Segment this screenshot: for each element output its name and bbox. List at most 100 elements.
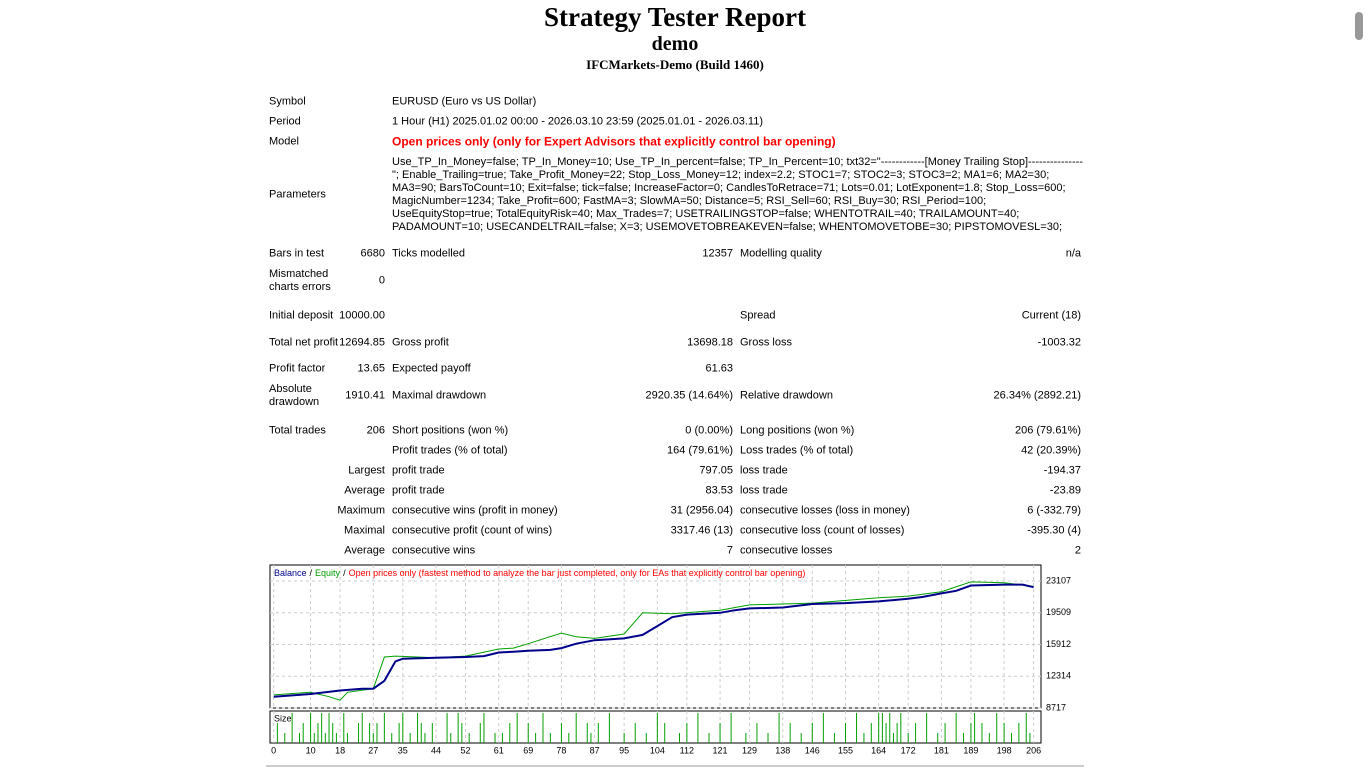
result-label: Mismatched charts errors [269, 268, 331, 293]
result-label: Initial deposit [269, 309, 334, 322]
report-title: Strategy Tester Report [544, 2, 806, 32]
result-value: 12357 [702, 247, 733, 260]
x-tick-label: 172 [901, 745, 916, 755]
graph-legend: Balance / Equity / Open prices only (fastest… [274, 568, 805, 578]
setting-label: Model [269, 135, 299, 148]
setting-value: Open prices only (only for Expert Adviso… [392, 134, 836, 149]
x-tick-label: 0 [271, 745, 276, 755]
legend-separator: / [343, 568, 346, 578]
x-tick-label: 206 [1026, 745, 1041, 755]
x-tick-label: 10 [306, 745, 316, 755]
x-tick-label: 27 [368, 745, 378, 755]
result-value: 12694.85 [339, 336, 385, 349]
result-value: Average [344, 544, 385, 557]
result-value: 0 (0.00%) [685, 424, 733, 437]
result-value: -194.37 [1043, 464, 1081, 477]
result-label: Total net profit [269, 336, 339, 349]
size-label: Size [274, 713, 292, 723]
setting-label: Period [269, 115, 301, 128]
result-value: 206 (79.61%) [1014, 424, 1081, 437]
result-label: loss trade [740, 484, 788, 497]
x-tick-label: 87 [590, 745, 600, 755]
result-value: 7 [726, 544, 733, 557]
x-tick-label: 18 [335, 745, 345, 755]
x-tick-label: 52 [461, 745, 471, 755]
x-tick-label: 95 [619, 745, 629, 755]
result-label: Spread [740, 309, 776, 322]
x-tick-label: 164 [871, 745, 886, 755]
result-label: Bars in test [269, 247, 325, 260]
equity-line [273, 581, 1034, 701]
account-name: demo [651, 33, 699, 55]
result-value: 13698.18 [687, 336, 733, 349]
setting-label: Parameters [269, 188, 326, 201]
result-value: 0 [378, 274, 385, 287]
y-tick-label: 15912 [1046, 639, 1071, 649]
result-label: consecutive wins (profit in money) [392, 504, 558, 517]
result-label: Profit factor [269, 362, 326, 375]
result-label: Relative drawdown [740, 389, 833, 402]
result-label: Profit trades (% of total) [392, 444, 508, 457]
setting-value: 1 Hour (H1) 2025.01.02 00:00 - 2026.03.1… [392, 115, 764, 128]
result-value: -1003.32 [1037, 336, 1081, 349]
result-value: Average [344, 484, 385, 497]
x-tick-label: 69 [523, 745, 533, 755]
result-value: Largest [348, 464, 385, 477]
result-label: profit trade [392, 464, 445, 477]
y-tick-label: 8717 [1046, 702, 1066, 712]
server-name: IFCMarkets-Demo (Build 1460) [586, 57, 764, 72]
result-value: 26.34% (2892.21) [993, 389, 1081, 402]
x-tick-label: 181 [934, 745, 949, 755]
result-label: consecutive wins [392, 544, 476, 557]
result-value: 2920.35 (14.64%) [645, 389, 733, 402]
result-value: 3317.46 (13) [670, 524, 733, 537]
x-tick-label: 129 [742, 745, 757, 755]
x-tick-label: 198 [997, 745, 1012, 755]
y-tick-label: 19509 [1046, 607, 1071, 617]
result-label: consecutive profit (count of wins) [392, 524, 553, 537]
result-value: 31 (2956.04) [670, 504, 733, 517]
legend: Balance / Equity / Open prices only (fastest… [274, 568, 805, 578]
x-tick-label: 35 [398, 745, 408, 755]
result-value: 797.05 [699, 464, 733, 477]
setting-label: Symbol [269, 95, 306, 108]
result-value: 6 (-332.79) [1027, 504, 1081, 517]
scrollbar-thumb [1355, 12, 1363, 40]
result-label: loss trade [740, 464, 788, 477]
result-value: 83.53 [705, 484, 733, 497]
result-value: 206 [366, 424, 385, 437]
result-value: -23.89 [1049, 484, 1081, 497]
y-tick-label: 12314 [1046, 671, 1071, 681]
result-value: Maximum [337, 504, 385, 517]
result-value: 61.63 [705, 362, 733, 375]
result-label: Ticks modelled [392, 247, 465, 260]
result-value: -395.30 (4) [1027, 524, 1081, 537]
result-value: 2 [1074, 544, 1081, 557]
setting-value: EURUSD (Euro vs US Dollar) [392, 95, 537, 108]
result-value: n/a [1065, 247, 1081, 260]
legend-balance: Balance [274, 568, 307, 578]
legend-separator: / [310, 568, 313, 578]
result-value: 1910.41 [345, 389, 385, 402]
result-label: Loss trades (% of total) [740, 444, 854, 457]
result-value: 6680 [360, 247, 385, 260]
x-tick-label: 121 [713, 745, 728, 755]
y-tick-label: 23107 [1046, 575, 1071, 585]
result-label: consecutive losses (loss in money) [740, 504, 910, 517]
x-tick-label: 61 [494, 745, 504, 755]
balance-line [273, 583, 1034, 698]
size-frame [269, 710, 1042, 744]
result-value: 10000.00 [339, 309, 385, 322]
parameters-text: Use_TP_In_Money=false; TP_In_Money=10; U… [392, 156, 1083, 233]
x-tick-label: 189 [963, 745, 978, 755]
x-tick-label: 146 [805, 745, 820, 755]
legend-equity: Equity [315, 568, 341, 578]
x-tick-label: 44 [431, 745, 441, 755]
result-label: Gross loss [740, 336, 792, 349]
result-value: Current (18) [1021, 309, 1081, 322]
result-label: profit trade [392, 484, 445, 497]
result-value: Maximal [344, 524, 385, 537]
result-label: Gross profit [392, 336, 449, 349]
